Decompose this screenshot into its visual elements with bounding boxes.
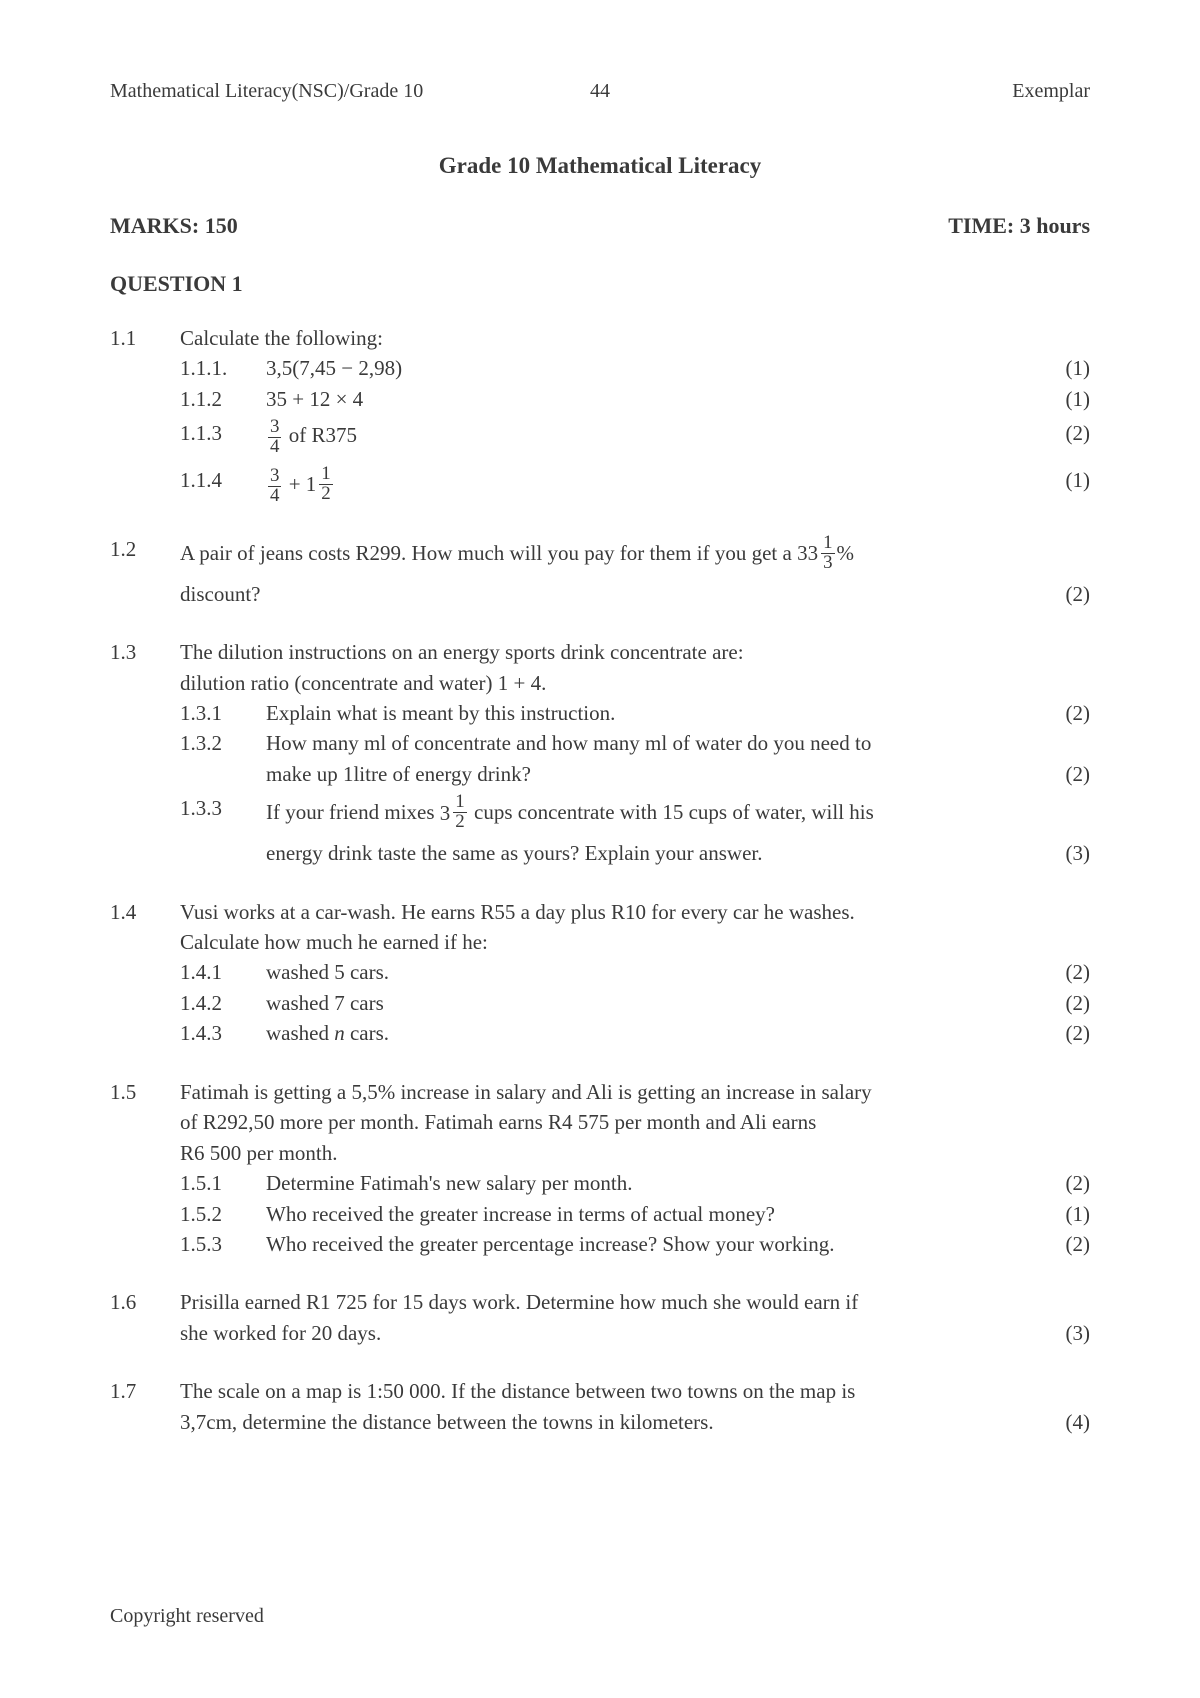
sub-text: 34 of R375 <box>266 418 1040 457</box>
q-num: 1.3 <box>110 637 180 868</box>
fraction-3-4: 34 <box>268 418 281 457</box>
mark: (2) <box>1040 418 1090 448</box>
mark: (2) <box>1040 957 1090 987</box>
mark: (2) <box>1040 1229 1090 1259</box>
q-num: 1.5 <box>110 1077 180 1260</box>
sub-text: washed 5 cars. <box>266 957 1040 987</box>
q-text: A pair of jeans costs R299. How much wil… <box>180 534 1040 573</box>
mark: (1) <box>1040 384 1090 414</box>
mark: (3) <box>1040 838 1090 868</box>
mark: (2) <box>1040 579 1090 609</box>
sub-text: Who received the greater increase in ter… <box>266 1199 1040 1229</box>
mark: (2) <box>1040 1018 1090 1048</box>
sub-text: 34 + 112 <box>266 465 1040 506</box>
sub-num: 1.3.2 <box>180 728 266 758</box>
sub-text: washed n cars. <box>266 1018 1040 1048</box>
mark: (2) <box>1040 988 1090 1018</box>
sub-num: 1.4.3 <box>180 1018 266 1048</box>
q-text: The scale on a map is 1:50 000. If the d… <box>180 1376 1040 1406</box>
q-num: 1.2 <box>110 534 180 609</box>
q-num: 1.6 <box>110 1287 180 1348</box>
q-1-6: 1.6 Prisilla earned R1 725 for 15 days w… <box>110 1287 1090 1348</box>
mark: (4) <box>1040 1407 1090 1437</box>
header-right: Exemplar <box>1012 80 1090 103</box>
q-num: 1.1 <box>110 323 180 506</box>
q-text: discount? <box>180 579 1040 609</box>
q-intro: R6 500 per month. <box>180 1138 1040 1168</box>
mark: (2) <box>1040 759 1090 789</box>
q-text: 3,7cm, determine the distance between th… <box>180 1407 1040 1437</box>
q-intro: of R292,50 more per month. Fatimah earns… <box>180 1107 1040 1137</box>
sub-num: 1.1.4 <box>180 465 266 495</box>
q-text: Prisilla earned R1 725 for 15 days work.… <box>180 1287 1040 1317</box>
header-left: Mathematical Literacy(NSC)/Grade 10 <box>110 80 423 103</box>
sub-text: Explain what is meant by this instructio… <box>266 698 1040 728</box>
q-1-3: 1.3 The dilution instructions on an ener… <box>110 637 1090 868</box>
page-title: Grade 10 Mathematical Literacy <box>110 153 1090 179</box>
sub-text: How many ml of concentrate and how many … <box>266 728 1040 758</box>
marks-time-row: MARKS: 150 TIME: 3 hours <box>110 213 1090 239</box>
time-label: TIME: 3 hours <box>948 213 1090 239</box>
sub-num: 1.4.1 <box>180 957 266 987</box>
q-1-1: 1.1 Calculate the following: 1.1.1. 3,5(… <box>110 323 1090 506</box>
sub-num: 1.5.2 <box>180 1199 266 1229</box>
mark: (1) <box>1040 465 1090 495</box>
q-num: 1.4 <box>110 897 180 1049</box>
q-intro: dilution ratio (concentrate and water) 1… <box>180 668 1040 698</box>
sub-num: 1.5.3 <box>180 1229 266 1259</box>
q-1-2: 1.2 A pair of jeans costs R299. How much… <box>110 534 1090 609</box>
q-1-4: 1.4 Vusi works at a car-wash. He earns R… <box>110 897 1090 1049</box>
question-1-head: QUESTION 1 <box>110 271 1090 297</box>
q-intro: Vusi works at a car-wash. He earns R55 a… <box>180 897 1040 927</box>
sub-text: Who received the greater percentage incr… <box>266 1229 1040 1259</box>
mark: (2) <box>1040 1168 1090 1198</box>
mixed-1-1-2: 112 <box>306 465 335 504</box>
q-1-7: 1.7 The scale on a map is 1:50 000. If t… <box>110 1376 1090 1437</box>
mark: (1) <box>1040 353 1090 383</box>
q-intro: Calculate the following: <box>180 323 1040 353</box>
page-header: Mathematical Literacy(NSC)/Grade 10 44 E… <box>110 80 1090 103</box>
page-number: 44 <box>590 80 610 103</box>
sub-num: 1.1.1. <box>180 353 266 383</box>
q-1-5: 1.5 Fatimah is getting a 5,5% increase i… <box>110 1077 1090 1260</box>
q-intro: The dilution instructions on an energy s… <box>180 637 1040 667</box>
sub-text: make up 1litre of energy drink? <box>266 759 1040 789</box>
fraction-3-4: 34 <box>268 467 281 506</box>
copyright-footer: Copyright reserved <box>110 1605 264 1628</box>
sub-text: washed 7 cars <box>266 988 1040 1018</box>
q-num: 1.7 <box>110 1376 180 1437</box>
sub-num: 1.4.2 <box>180 988 266 1018</box>
sub-num: 1.3.3 <box>180 793 266 823</box>
sub-num: 1.1.2 <box>180 384 266 414</box>
mark: (1) <box>1040 1199 1090 1229</box>
mixed-33-1-3: 3313 <box>797 534 836 573</box>
sub-text: Determine Fatimah's new salary per month… <box>266 1168 1040 1198</box>
sub-text: If your friend mixes 312 cups concentrat… <box>266 793 1040 832</box>
mark: (3) <box>1040 1318 1090 1348</box>
q-intro: Calculate how much he earned if he: <box>180 927 1040 957</box>
sub-num: 1.5.1 <box>180 1168 266 1198</box>
sub-text: energy drink taste the same as yours? Ex… <box>266 838 1040 868</box>
sub-text: 3,5(7,45 − 2,98) <box>266 353 1040 383</box>
sub-text: 35 + 12 × 4 <box>266 384 1040 414</box>
sub-num: 1.3.1 <box>180 698 266 728</box>
q-intro: Fatimah is getting a 5,5% increase in sa… <box>180 1077 1040 1107</box>
mixed-3-1-2: 312 <box>440 793 469 832</box>
mark: (2) <box>1040 698 1090 728</box>
sub-num: 1.1.3 <box>180 418 266 448</box>
marks-label: MARKS: 150 <box>110 213 238 239</box>
q-text: she worked for 20 days. <box>180 1318 1040 1348</box>
